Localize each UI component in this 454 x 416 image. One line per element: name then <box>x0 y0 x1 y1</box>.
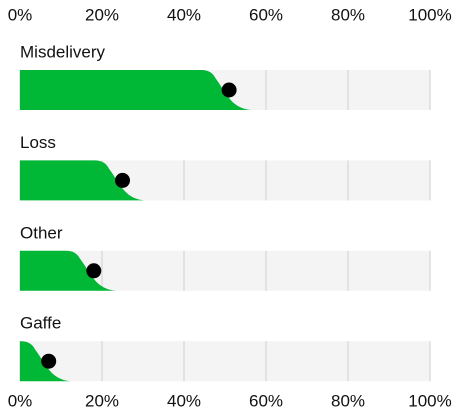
category-label: Other <box>20 223 63 242</box>
bar <box>20 160 145 201</box>
value-dot <box>115 172 130 188</box>
x-tick-label-bottom: 20% <box>85 391 119 410</box>
x-tick-label-top: 100% <box>408 5 451 24</box>
x-tick-label-bottom: 100% <box>408 391 451 410</box>
value-dot <box>221 82 237 98</box>
x-tick-label-bottom: 0% <box>8 391 33 410</box>
value-dot <box>86 263 102 279</box>
x-tick-label-top: 40% <box>167 5 201 24</box>
x-tick-label-top: 80% <box>331 5 365 24</box>
x-tick-label-bottom: 60% <box>249 391 283 410</box>
bar-track <box>20 341 430 382</box>
bar <box>20 70 251 110</box>
category-label: Gaffe <box>20 314 61 333</box>
x-tick-label-top: 0% <box>8 5 33 24</box>
bar <box>20 250 116 291</box>
category-label: Loss <box>20 133 56 152</box>
x-tick-label-bottom: 80% <box>331 391 365 410</box>
x-tick-label-bottom: 40% <box>167 391 201 410</box>
category-label: Misdelivery <box>20 42 106 61</box>
value-dot <box>41 353 57 369</box>
x-tick-label-top: 20% <box>85 5 119 24</box>
x-tick-label-top: 60% <box>249 5 283 24</box>
bar <box>20 341 71 382</box>
